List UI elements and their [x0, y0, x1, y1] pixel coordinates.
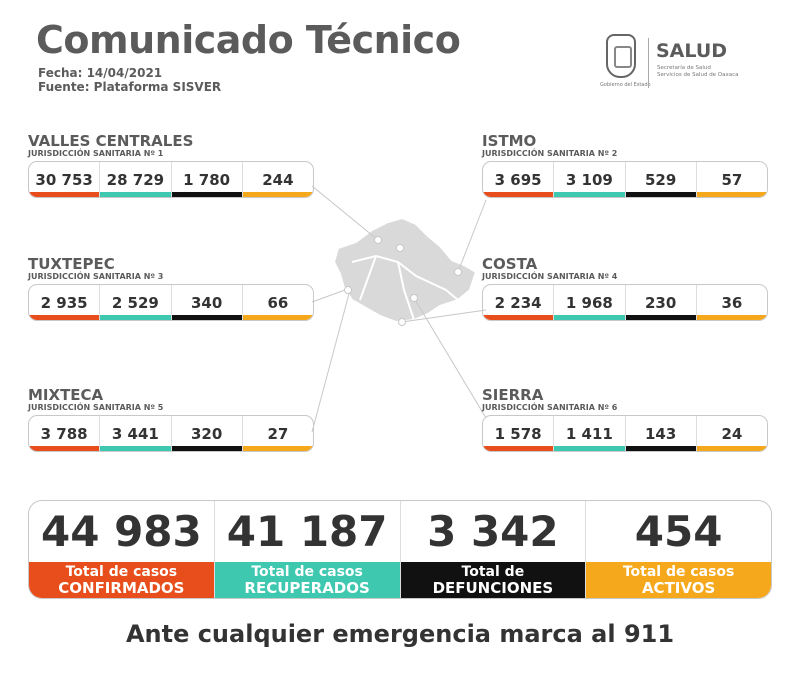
region-stats: 2 935 2 529 340 66: [28, 284, 314, 321]
region-istmo: ISTMO JURISDICCIÓN SANITARIA Nº 2 3 695 …: [482, 133, 768, 198]
connector-tuxtepec: [311, 289, 346, 303]
active-count: 27: [242, 416, 313, 451]
recovered-count: 3 109: [554, 162, 626, 197]
total-label-line2: RECUPERADOS: [244, 579, 370, 597]
total-label-line2: CONFIRMADOS: [58, 579, 185, 597]
region-mixteca: MIXTECA JURISDICCIÓN SANITARIA Nº 5 3 78…: [28, 387, 314, 452]
deaths-count: 529: [625, 162, 697, 197]
region-jurisdiction: JURISDICCIÓN SANITARIA Nº 4: [482, 272, 618, 281]
report-date: Fecha: 14/04/2021: [38, 66, 163, 80]
recovered-count: 3 441: [100, 416, 172, 451]
connector-lines: [311, 185, 487, 433]
total-value: 44 983: [41, 507, 202, 556]
region-jurisdiction: JURISDICCIÓN SANITARIA Nº 1: [28, 149, 164, 158]
marker-mixteca: [344, 286, 352, 294]
region-stats: 3 788 3 441 320 27: [28, 415, 314, 452]
region-tuxtepec: TUXTEPEC JURISDICCIÓN SANITARIA Nº 3 2 9…: [28, 256, 314, 321]
total-label-line1: Total de casos: [622, 564, 735, 580]
data-source: Fuente: Plataforma SISVER: [38, 80, 222, 94]
region-name: COSTA: [482, 255, 538, 273]
connector-costa: [401, 309, 487, 323]
marker-valles: [374, 236, 382, 244]
total-activos: 454 Total de casos ACTIVOS: [586, 501, 771, 598]
region-jurisdiction: JURISDICCIÓN SANITARIA Nº 2: [482, 149, 618, 158]
region-valles-centrales: VALLES CENTRALES JURISDICCIÓN SANITARIA …: [28, 133, 314, 198]
active-count: 57: [696, 162, 767, 197]
total-label-line1: Total de casos: [251, 564, 363, 580]
region-costa: COSTA JURISDICCIÓN SANITARIA Nº 4 2 234 …: [482, 256, 768, 321]
oaxaca-state-shape: [332, 216, 478, 324]
total-label: Total de casos ACTIVOS: [586, 562, 771, 598]
total-defunciones: 3 342 Total de DEFUNCIONES: [400, 501, 587, 598]
region-sierra: SIERRA JURISDICCIÓN SANITARIA Nº 6 1 578…: [482, 387, 768, 452]
region-stats: 3 695 3 109 529 57: [482, 161, 768, 198]
salud-subtitle-2: Servicios de Salud de Oaxaca: [657, 72, 739, 78]
active-count: 244: [242, 162, 313, 197]
total-label: Total de DEFUNCIONES: [400, 562, 586, 598]
confirmed-count: 3 695: [483, 162, 555, 197]
total-label: Total de casos CONFIRMADOS: [29, 562, 214, 598]
total-value: 41 187: [226, 507, 388, 556]
recovered-count: 2 529: [100, 285, 172, 320]
region-stats: 1 578 1 411 143 24: [482, 415, 768, 452]
region-jurisdiction: JURISDICCIÓN SANITARIA Nº 5: [28, 403, 164, 412]
region-stats: 30 753 28 729 1 780 244: [28, 161, 314, 198]
region-name: TUXTEPEC: [28, 255, 115, 273]
connector-valles: [311, 185, 379, 241]
deaths-count: 143: [625, 416, 697, 451]
connector-mixteca: [311, 289, 351, 433]
deaths-count: 340: [171, 285, 243, 320]
total-label-line2: ACTIVOS: [641, 579, 716, 597]
region-name: ISTMO: [482, 132, 537, 150]
recovered-count: 1 411: [554, 416, 626, 451]
marker-costa: [398, 318, 406, 326]
region-borders: [351, 254, 459, 321]
active-count: 24: [696, 416, 767, 451]
page-title: Comunicado Técnico: [36, 18, 461, 62]
region-name: MIXTECA: [28, 386, 104, 404]
connector-sierra: [413, 297, 487, 419]
region-jurisdiction: JURISDICCIÓN SANITARIA Nº 3: [28, 272, 164, 281]
gobierno-label: Gobierno del Estado: [600, 82, 651, 88]
region-stats: 2 234 1 968 230 36: [482, 284, 768, 321]
region-name: SIERRA: [482, 386, 544, 404]
deaths-count: 320: [171, 416, 243, 451]
marker-istmo: [454, 268, 462, 276]
salud-wordmark: SALUD: [656, 40, 728, 62]
total-label-line1: Total de casos: [65, 564, 178, 580]
total-label-line1: Total de: [461, 564, 525, 580]
confirmed-count: 3 788: [29, 416, 101, 451]
active-count: 66: [242, 285, 313, 320]
region-jurisdiction: JURISDICCIÓN SANITARIA Nº 6: [482, 403, 618, 412]
confirmed-count: 30 753: [29, 162, 101, 197]
total-label-line2: DEFUNCIONES: [432, 579, 554, 597]
map-markers: [344, 236, 462, 326]
total-value: 3 342: [427, 507, 559, 556]
salud-subtitle: Secretaría de Salud: [657, 65, 711, 71]
total-confirmados: 44 983 Total de casos CONFIRMADOS: [29, 501, 215, 598]
salud-logo: Gobierno del Estado SALUD Secretaría de …: [600, 34, 740, 96]
active-count: 36: [696, 285, 767, 320]
total-value: 454: [634, 507, 723, 556]
total-recuperados: 41 187 Total de casos RECUPERADOS: [214, 501, 401, 598]
confirmed-count: 1 578: [483, 416, 555, 451]
emergency-footer: Ante cualquier emergencia marca al 911: [125, 620, 675, 648]
deaths-count: 230: [625, 285, 697, 320]
deaths-count: 1 780: [171, 162, 243, 197]
marker-tuxtepec: [396, 244, 404, 252]
state-seal-icon: [606, 34, 636, 78]
confirmed-count: 2 234: [483, 285, 555, 320]
region-name: VALLES CENTRALES: [28, 132, 194, 150]
marker-sierra: [410, 294, 418, 302]
logo-divider: [648, 38, 649, 88]
totals-panel: 44 983 Total de casos CONFIRMADOS 41 187…: [28, 500, 772, 599]
total-label: Total de casos RECUPERADOS: [214, 562, 400, 598]
recovered-count: 1 968: [554, 285, 626, 320]
recovered-count: 28 729: [100, 162, 172, 197]
confirmed-count: 2 935: [29, 285, 101, 320]
